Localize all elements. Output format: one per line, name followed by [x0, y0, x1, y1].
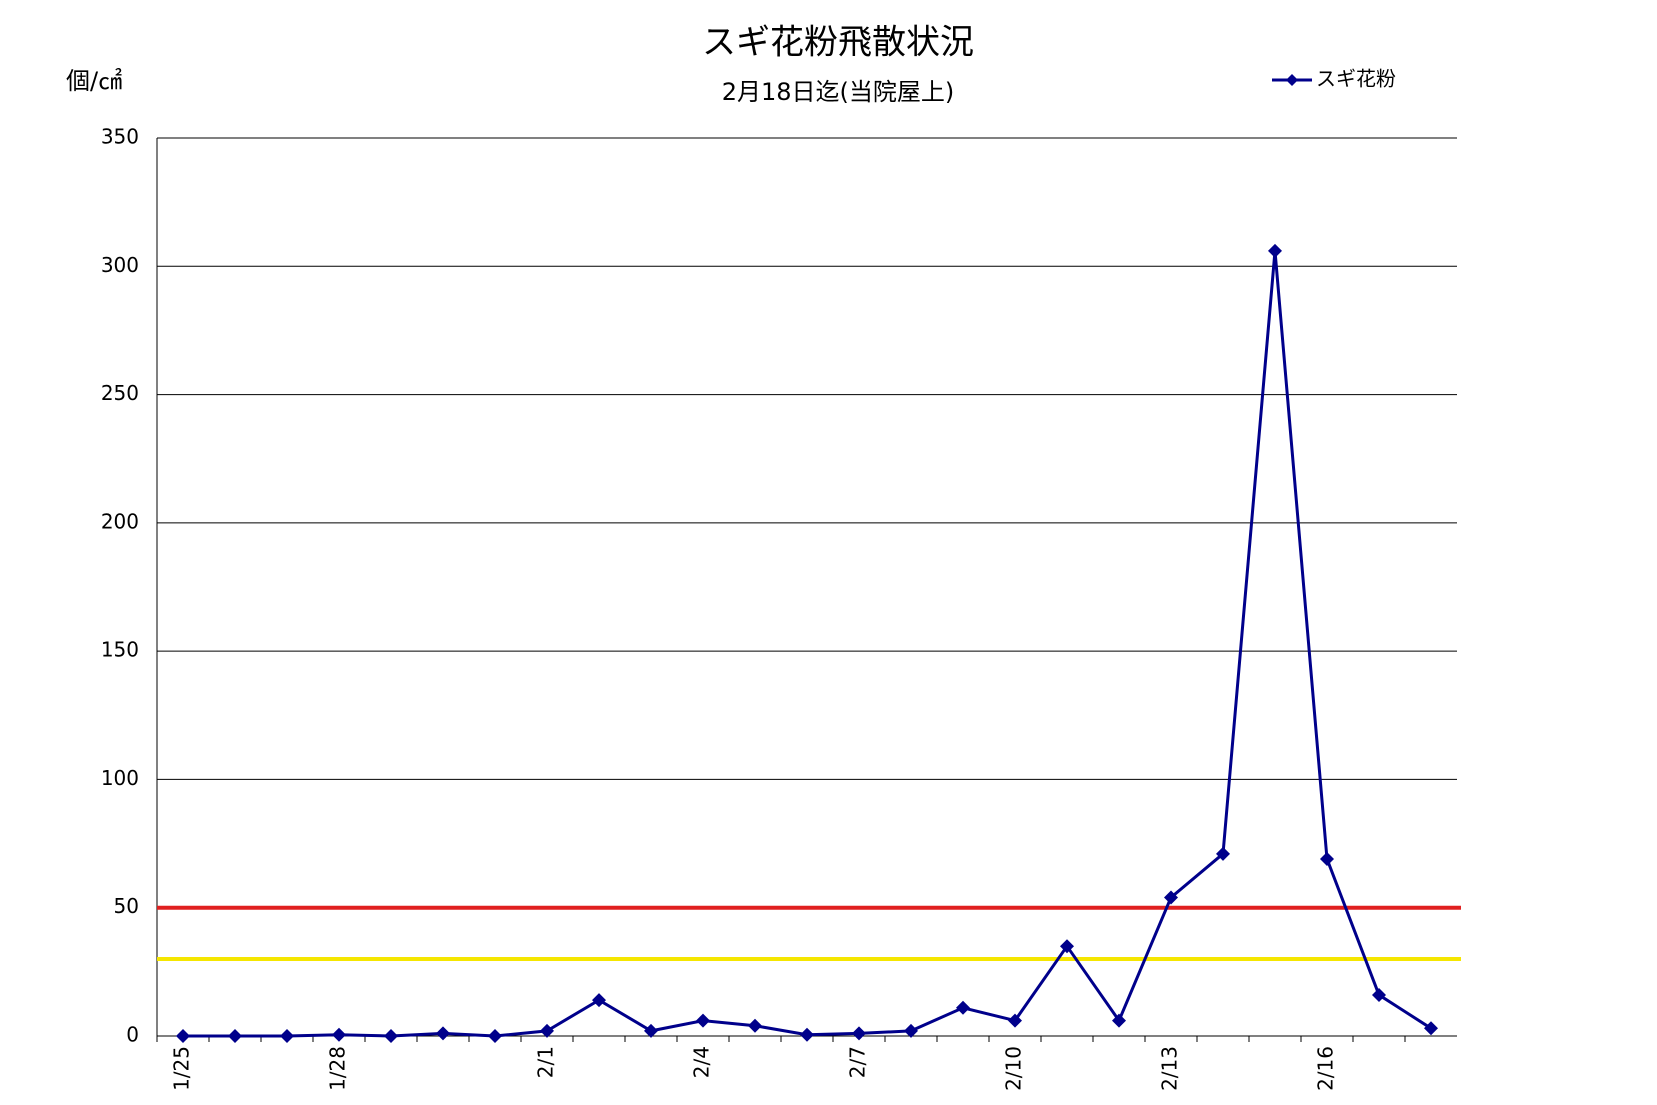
y-tick-label: 350 — [101, 125, 139, 149]
point — [176, 1029, 190, 1043]
point — [1008, 1013, 1022, 1028]
point — [1164, 890, 1178, 905]
point — [748, 1018, 762, 1033]
point — [1372, 987, 1386, 1002]
y-tick-label: 250 — [101, 381, 139, 405]
point — [1424, 1021, 1438, 1036]
point — [488, 1029, 502, 1043]
point — [1060, 939, 1074, 954]
point — [852, 1026, 866, 1041]
point — [228, 1029, 242, 1043]
x-tick-label: 2/1 — [534, 1046, 558, 1078]
legend-label: スギ花粉 — [1316, 67, 1396, 91]
point — [384, 1029, 398, 1043]
y-tick-label: 100 — [101, 766, 139, 790]
x-tick-label: 1/28 — [326, 1046, 350, 1091]
point — [332, 1027, 346, 1042]
point — [436, 1026, 450, 1041]
x-tick-label: 2/13 — [1158, 1046, 1182, 1091]
series-line — [183, 250, 1432, 1038]
point — [280, 1029, 294, 1043]
x-tick-label: 2/16 — [1314, 1046, 1338, 1091]
point — [904, 1023, 918, 1038]
y-axis-label: 個/㎠ — [66, 67, 122, 95]
point — [800, 1027, 814, 1042]
point — [1112, 1013, 1126, 1028]
x-tick-label: 2/4 — [690, 1046, 714, 1078]
point — [540, 1023, 554, 1038]
chart-subtitle: 2月18日迄(当院屋上) — [722, 78, 955, 106]
x-tick-label: 2/7 — [846, 1046, 870, 1078]
point — [1216, 846, 1230, 861]
point — [1268, 243, 1282, 258]
x-tick-label: 2/10 — [1002, 1046, 1026, 1091]
y-tick-label: 150 — [101, 638, 139, 662]
y-tick-label: 300 — [101, 253, 139, 277]
legend-marker — [1286, 74, 1298, 86]
point — [956, 1000, 970, 1015]
point — [696, 1013, 710, 1028]
y-tick-label: 200 — [101, 509, 139, 533]
point — [644, 1023, 658, 1038]
chart-title: スギ花粉飛散状況 — [702, 23, 974, 63]
x-tick-label: 1/25 — [170, 1046, 194, 1091]
y-tick-label: 50 — [114, 894, 139, 918]
point — [1320, 851, 1334, 866]
y-tick-label: 0 — [126, 1023, 139, 1047]
point — [592, 993, 606, 1008]
